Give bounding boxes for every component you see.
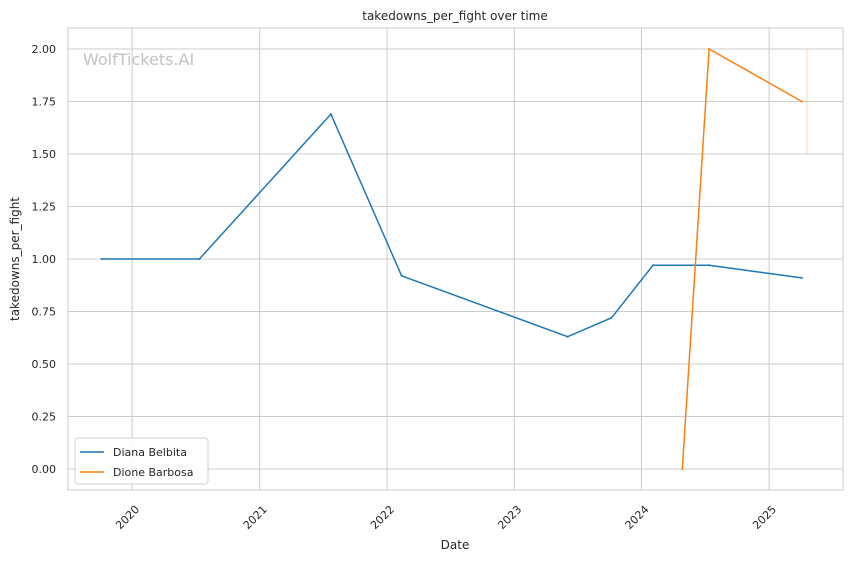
data-point-diana-belbita [800,276,803,279]
chart-title: takedowns_per_fight over time [362,9,548,23]
data-point-diana-belbita [651,264,654,267]
data-point-diana-belbita [610,316,613,319]
y-tick-label: 0.25 [32,411,57,424]
y-tick-label: 1.50 [32,148,57,161]
y-tick-label: 1.25 [32,201,57,214]
watermark-text: WolfTickets.AI [83,50,194,69]
legend-label-dione-barbosa: Dione Barbosa [113,466,194,479]
data-point-dione-barbosa [708,48,711,50]
data-point-diana-belbita [708,264,711,267]
data-point-diana-belbita [400,274,403,277]
y-tick-label: 1.00 [32,253,57,266]
y-tick-label: 0.75 [32,306,57,319]
data-point-diana-belbita [329,113,332,116]
legend: Diana Belbita Dione Barbosa [74,437,209,485]
data-point-diana-belbita [566,335,569,338]
grid-lines [68,28,843,490]
series-lines [100,48,803,470]
y-tick-labels: 0.00 0.25 0.50 0.75 1.00 1.25 1.50 1.75 2.00 [32,43,57,476]
data-point-dione-barbosa [681,468,684,470]
legend-box [74,437,209,485]
x-axis-label: Date [441,538,470,552]
data-point-diana-belbita [100,258,103,260]
y-tick-label: 0.50 [32,358,57,371]
y-tick-label: 2.00 [32,43,57,56]
plot-frame [67,27,844,491]
data-point-dione-barbosa [800,100,803,103]
legend-label-diana-belbita: Diana Belbita [113,446,187,459]
y-axis-label: takedowns_per_fight [8,197,22,321]
data-point-diana-belbita [198,258,201,260]
y-tick-label: 1.75 [32,96,57,109]
y-tick-label: 0.00 [32,463,57,476]
